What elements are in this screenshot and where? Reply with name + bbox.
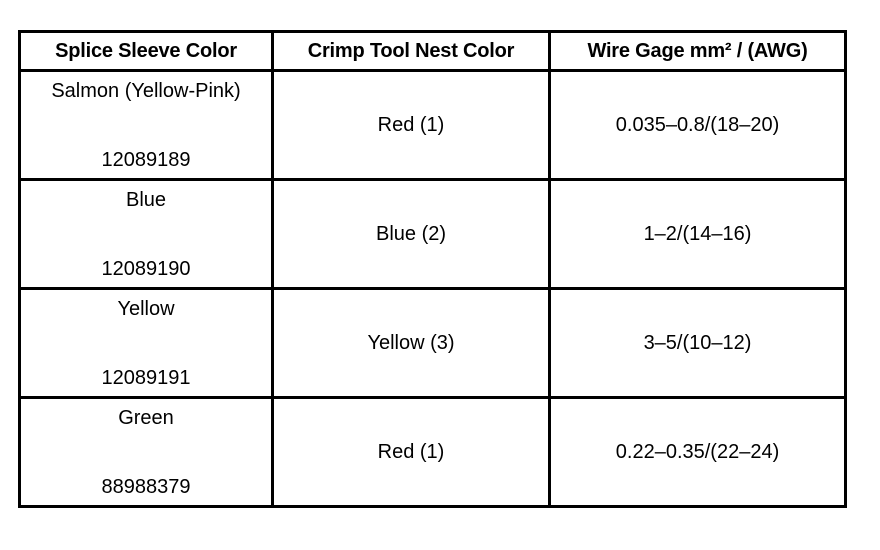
header-row: Splice Sleeve Color Crimp Tool Nest Colo…: [18, 30, 847, 72]
wire-gage: 0.035–0.8/(18–20): [548, 69, 847, 181]
nest-color: Yellow (3): [271, 287, 551, 399]
sleeve-cell: Yellow 12089191: [18, 287, 274, 399]
table-row: Blue 12089190 Blue (2) 1–2/(14–16): [18, 178, 847, 290]
part-number: 12089191: [101, 367, 191, 389]
sleeve-color: Salmon (Yellow-Pink): [51, 80, 241, 102]
sleeve-cell: Blue 12089190: [18, 178, 274, 290]
part-number: 12089190: [101, 258, 191, 280]
part-number: 12089189: [101, 149, 191, 171]
table-row: Green 88988379 Red (1) 0.22–0.35/(22–24): [18, 396, 847, 508]
nest-color: Blue (2): [271, 178, 551, 290]
header-wire-gage: Wire Gage mm² / (AWG): [548, 30, 847, 72]
table-row: Yellow 12089191 Yellow (3) 3–5/(10–12): [18, 287, 847, 399]
nest-color: Red (1): [271, 396, 551, 508]
header-crimp-tool-nest-color: Crimp Tool Nest Color: [271, 30, 551, 72]
sleeve-color: Green: [118, 407, 174, 429]
table-row: Salmon (Yellow-Pink) 12089189 Red (1) 0.…: [18, 69, 847, 181]
wire-gage: 1–2/(14–16): [548, 178, 847, 290]
part-number: 88988379: [101, 476, 191, 498]
wire-gage: 3–5/(10–12): [548, 287, 847, 399]
sleeve-color: Yellow: [117, 298, 175, 320]
sleeve-cell: Green 88988379: [18, 396, 274, 508]
splice-sleeve-table: Splice Sleeve Color Crimp Tool Nest Colo…: [18, 30, 847, 508]
sleeve-color: Blue: [125, 189, 167, 211]
nest-color: Red (1): [271, 69, 551, 181]
wire-gage: 0.22–0.35/(22–24): [548, 396, 847, 508]
header-splice-sleeve-color: Splice Sleeve Color: [18, 30, 274, 72]
sleeve-cell: Salmon (Yellow-Pink) 12089189: [18, 69, 274, 181]
